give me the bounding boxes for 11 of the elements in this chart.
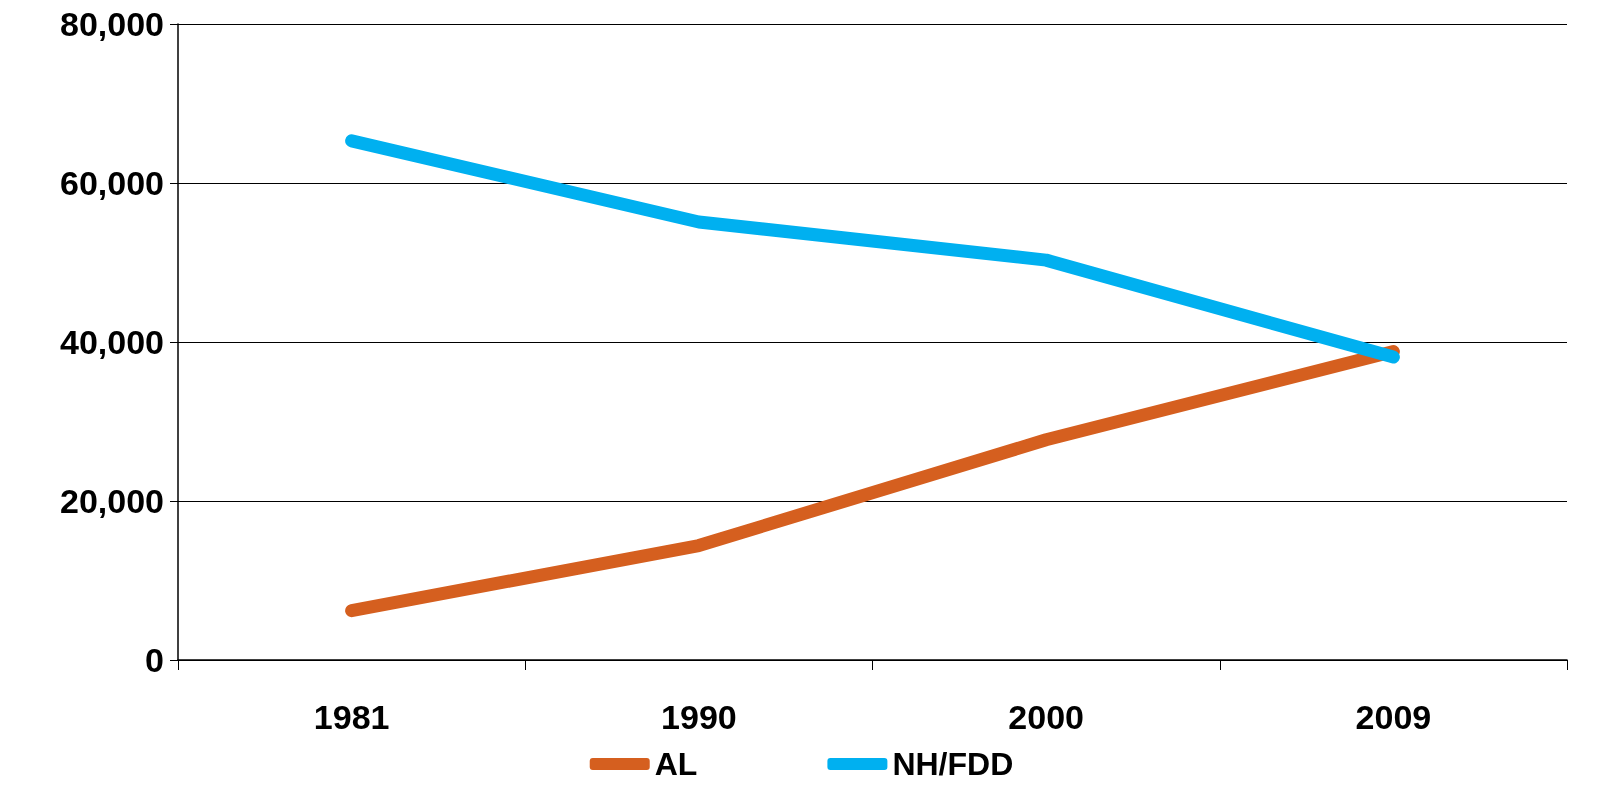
y-tick-label: 0 (145, 641, 164, 679)
x-tick-label: 2009 (1355, 698, 1432, 736)
y-tick-label: 40,000 (60, 323, 164, 361)
y-tick-label: 60,000 (60, 164, 164, 202)
x-tick-label: 1990 (661, 698, 737, 736)
legend-label: AL (654, 746, 698, 782)
y-tick-label: 80,000 (60, 5, 164, 43)
y-tick-label: 20,000 (60, 482, 164, 520)
legend-label: NH/FDD (892, 746, 1014, 782)
x-tick-label: 1981 (313, 698, 390, 736)
x-tick-label: 2000 (1008, 698, 1084, 736)
